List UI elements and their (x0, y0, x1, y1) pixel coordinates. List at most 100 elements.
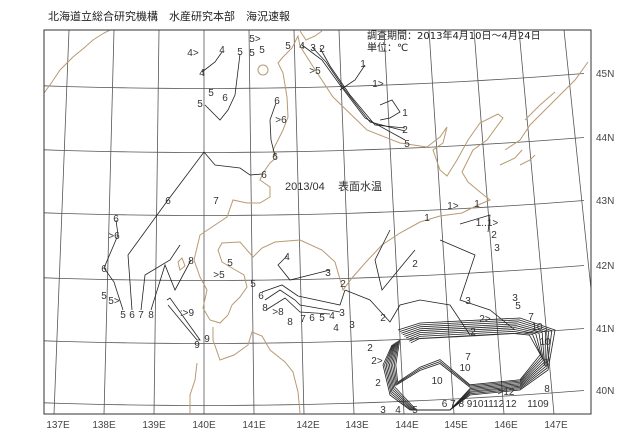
header-title: 北海道立総合研究機構 水産研究本部 海況速報 (48, 10, 290, 23)
longitude-label: 147E (544, 420, 568, 431)
contour-label: 6 (101, 264, 107, 275)
contour-label: 2 (491, 230, 497, 241)
parallel-line (44, 200, 585, 216)
isotherm (264, 289, 341, 313)
longitude-label: 139E (142, 420, 166, 431)
contour-label: 4 (329, 311, 335, 322)
contour-label: 8 (262, 303, 268, 314)
coast-rishiri (257, 64, 269, 76)
isotherm (390, 327, 544, 411)
meridian-line (383, 30, 405, 414)
contour-label: 5 (404, 139, 410, 150)
meridian-line (248, 30, 255, 414)
contour-label: 10 (531, 322, 543, 333)
isotherm (269, 102, 277, 157)
contour-label: 8 (543, 358, 549, 369)
isotherm (166, 297, 201, 341)
contour-label: 5 (412, 405, 418, 416)
unit-label: 単位：℃ (367, 43, 409, 54)
map-variable-label: 表面水温 (338, 179, 382, 193)
contour-label: 4> (187, 48, 199, 59)
contour-label: 3 (512, 293, 518, 304)
isotherm (204, 53, 241, 121)
contour-label: 7 (528, 312, 534, 323)
contour-label: 5 (249, 48, 255, 59)
isotherm (439, 239, 516, 331)
survey-period: 調査期間：2013年4月10日～4月24日 (367, 31, 541, 42)
contour-label: 4 (333, 323, 339, 334)
contour-label: 1109 (527, 399, 549, 410)
contour-label: 2 (412, 259, 418, 270)
contour-label: 9 (194, 340, 200, 351)
latitude-label: 43N (596, 196, 614, 207)
contour-label: 6 (272, 152, 278, 163)
contour-label: >5 (213, 270, 225, 281)
isotherm (392, 329, 543, 388)
meridian-line (338, 30, 355, 414)
contour-label: 2 (367, 343, 373, 354)
contour-label: 5 (237, 47, 243, 58)
coast-primorye (44, 30, 111, 94)
contour-label: 5 (101, 291, 107, 302)
meridian-line (293, 30, 305, 414)
latitude-axis: 45N 44N 43N 42N 41N 40N (596, 69, 614, 397)
contour-label: >5 (309, 66, 321, 77)
isotherm (127, 199, 169, 311)
contour-label: >6 (275, 115, 287, 126)
contour-label: 7 (213, 196, 219, 207)
isotherm (261, 284, 346, 306)
isotherm (382, 317, 556, 411)
parallel-line (44, 265, 585, 281)
parallel-line (44, 390, 585, 406)
meridian-line (563, 30, 591, 294)
longitude-axis: 137E 138E 139E 140E 141E 142E 143E 144E 145E 146E… (46, 420, 568, 431)
isotherms (103, 44, 516, 341)
contour-label: >8 (272, 307, 284, 318)
contour-label: 5 (120, 310, 126, 321)
contour-label: 8 (188, 256, 194, 267)
isotherm (374, 229, 416, 291)
contour-label: 6 (129, 310, 135, 321)
contour-label: 1 (402, 108, 408, 119)
contour-label: 7 (300, 314, 306, 325)
isotherm (319, 47, 406, 129)
isotherm (265, 297, 331, 315)
contour-label: 5 (250, 279, 256, 290)
contour-label: 1..1> (476, 218, 499, 229)
parallel-line (44, 137, 585, 153)
contour-label: 4 (395, 405, 401, 416)
southeast-isotherm-cluster (382, 317, 556, 411)
longitude-label: 144E (395, 420, 419, 431)
contour-label: 1 (360, 59, 366, 70)
contour-label: 1 (424, 213, 430, 224)
contour-label: 5 (285, 41, 291, 52)
latitude-label: 40N (596, 386, 614, 397)
contour-label: 6 (222, 93, 228, 104)
isotherm (301, 44, 406, 141)
contour-label: 1 (474, 199, 480, 210)
contour-label: 2 (340, 279, 346, 290)
contour-label: 10 (539, 337, 551, 348)
latitude-label: 42N (596, 261, 614, 272)
contour-label: 6 (309, 313, 315, 324)
isotherm (395, 332, 541, 386)
contour-label: 3 (494, 243, 500, 254)
coast-honshu (189, 327, 301, 414)
meridian-line (609, 30, 640, 414)
contour-label: 3 (349, 320, 355, 331)
contour-label: 4 (284, 252, 290, 263)
contour-label: 2> (371, 356, 383, 367)
contour-label: >6 (108, 231, 120, 242)
longitude-label: 141E (242, 420, 266, 431)
contour-label: 5> (249, 34, 261, 45)
coast-kurils (499, 61, 589, 166)
contour-label: 5 (208, 88, 214, 99)
contour-label: 3 (310, 43, 316, 54)
contour-label: 6 (258, 291, 264, 302)
contour-label: 2 (375, 378, 381, 389)
meridian-line (103, 30, 115, 414)
isotherm (339, 64, 366, 91)
contour-label: 5 (227, 258, 233, 269)
longitude-label: 142E (296, 420, 320, 431)
